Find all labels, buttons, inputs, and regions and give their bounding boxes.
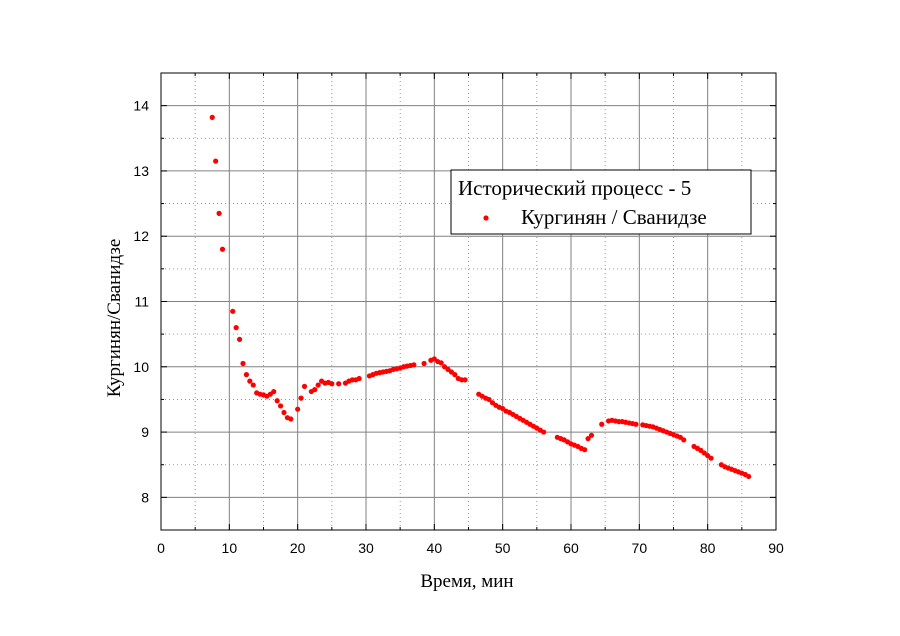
data-point: [633, 421, 639, 427]
data-point: [356, 375, 362, 382]
data-point: [585, 436, 591, 442]
data-point: [462, 377, 468, 383]
data-point: [271, 388, 277, 395]
y-tick-label: 13: [133, 163, 149, 179]
data-point: [281, 409, 287, 416]
y-axis-title: Кургинян/Сванидзе: [104, 239, 125, 398]
x-tick-label: 70: [632, 540, 648, 556]
data-point: [240, 360, 246, 367]
x-tick-label: 90: [768, 540, 784, 556]
data-point: [438, 360, 444, 366]
data-point: [230, 308, 236, 314]
data-point: [233, 325, 239, 331]
legend-series-label: Кургинян / Сванидзе: [521, 205, 707, 229]
y-tick-labels: 8 9 10 11 12 13 14: [133, 98, 149, 506]
y-tick-label: 8: [141, 489, 149, 505]
data-point: [288, 416, 294, 422]
x-tick-label: 50: [495, 540, 511, 556]
data-points: [209, 114, 752, 480]
data-point: [411, 362, 417, 368]
y-tick-label: 9: [141, 424, 149, 440]
x-tick-labels: 0 10 20 30 40 50 60 70 80 90: [157, 540, 784, 556]
data-point: [216, 210, 222, 216]
grid-lines: [161, 72, 776, 531]
data-point: [213, 158, 219, 164]
data-point: [746, 473, 752, 480]
data-point: [681, 437, 687, 443]
y-tick-label: 11: [134, 294, 149, 310]
data-point: [336, 381, 342, 387]
data-point: [599, 421, 605, 427]
legend-title: Исторический процесс - 5: [458, 176, 691, 200]
x-tick-label: 30: [358, 540, 374, 556]
data-point: [582, 447, 588, 453]
axis-ticks: [160, 72, 777, 531]
data-point: [315, 382, 321, 388]
data-point: [219, 246, 226, 252]
x-tick-label: 80: [700, 540, 716, 556]
data-point: [708, 455, 714, 461]
data-point: [236, 336, 243, 342]
y-tick-label: 14: [133, 98, 149, 114]
x-tick-label: 0: [157, 540, 165, 556]
x-tick-label: 20: [290, 540, 306, 556]
legend-marker: [483, 215, 489, 221]
data-point: [329, 381, 335, 387]
data-point: [298, 395, 304, 401]
data-point: [588, 432, 595, 438]
data-point: [247, 378, 253, 384]
data-point: [312, 387, 318, 393]
x-tick-label: 60: [563, 540, 579, 556]
data-point: [301, 383, 308, 389]
data-point: [277, 403, 284, 409]
x-tick-label: 40: [427, 540, 443, 556]
legend: Исторический процесс - 5 Кургинян / Сван…: [450, 169, 752, 235]
data-point: [421, 360, 427, 367]
data-point: [274, 398, 280, 404]
data-point: [541, 429, 547, 435]
data-point: [209, 114, 215, 120]
data-point: [452, 372, 458, 378]
x-axis-title: Время, мин: [420, 571, 513, 592]
y-tick-label: 10: [133, 359, 149, 375]
data-point: [486, 396, 492, 403]
legend-box: [450, 169, 752, 235]
x-tick-label: 10: [222, 540, 238, 556]
y-tick-label: 12: [133, 228, 149, 244]
data-point: [243, 372, 250, 378]
data-point: [250, 382, 256, 388]
data-point: [295, 406, 301, 412]
